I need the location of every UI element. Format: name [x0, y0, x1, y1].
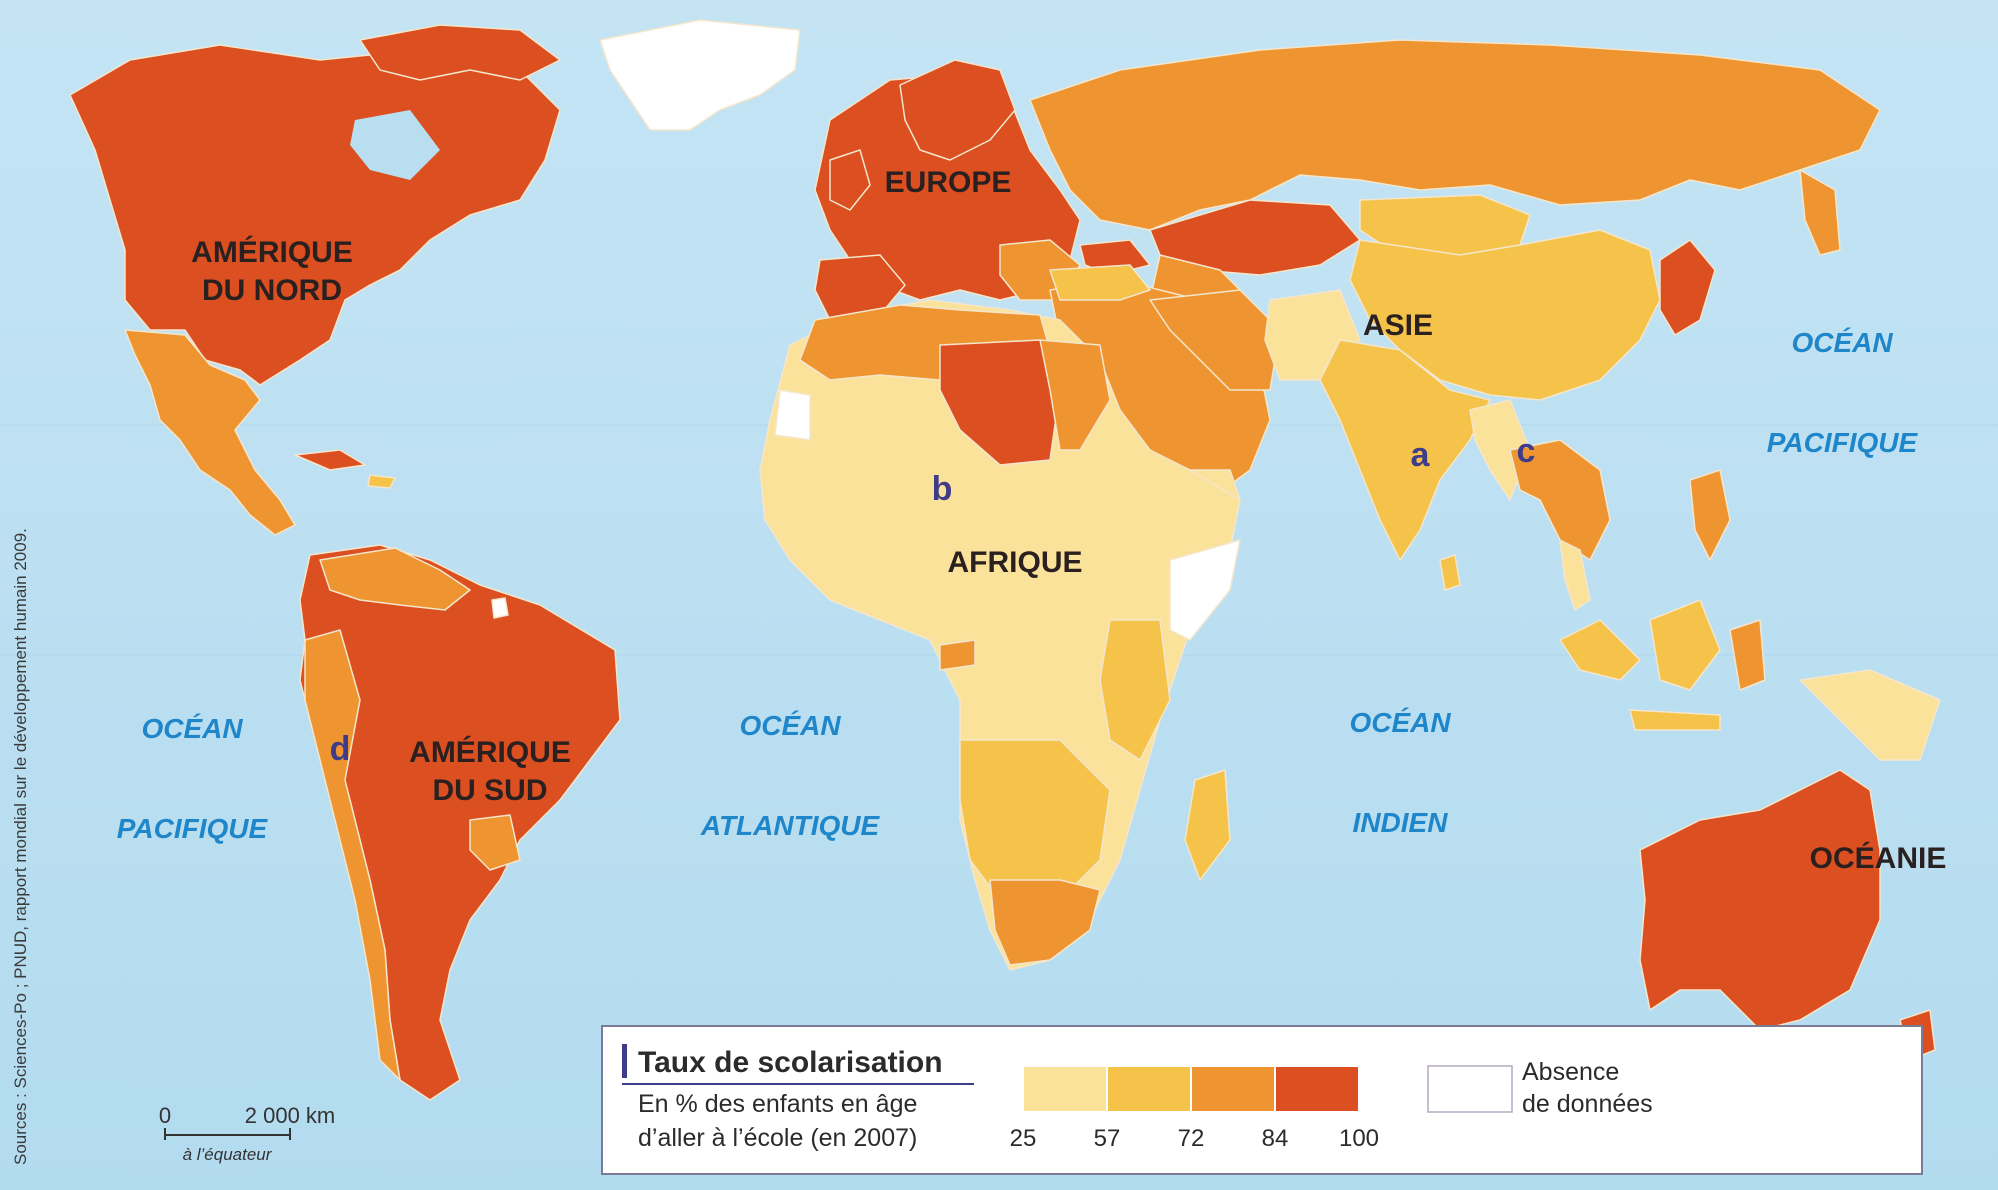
- andes-72-84: [304, 629, 401, 1081]
- legend-threshold-100: 100: [1339, 1125, 1379, 1152]
- label-europe: EUROPE: [885, 166, 1012, 199]
- legend-subtitle-2: d’aller à l’école (en 2007): [638, 1124, 917, 1152]
- mexico-central-america: [124, 329, 296, 536]
- marker-b: b: [932, 470, 953, 508]
- marker-d: d: [330, 730, 351, 768]
- label-atlantic-2: ATLANTIQUE: [700, 810, 881, 841]
- label-oceania: OCÉANIE: [1810, 841, 1947, 875]
- scale-bar: 0 2 000 km à l’équateur: [159, 1103, 335, 1164]
- label-asia: ASIE: [1363, 309, 1433, 342]
- sri-lanka: [1439, 554, 1461, 591]
- arctic-islands: [359, 24, 561, 81]
- legend-title: Taux de scolarisation: [638, 1046, 943, 1079]
- scale-note: à l’équateur: [183, 1145, 273, 1164]
- letter-markers: a b c d: [330, 432, 1536, 768]
- legend-threshold-84: 84: [1262, 1125, 1289, 1152]
- legend-threshold-25: 25: [1010, 1125, 1037, 1152]
- venezuela-guyana: [319, 547, 471, 611]
- legend-swatch-no-data: [1427, 1065, 1513, 1113]
- australia: [1639, 769, 1881, 1031]
- label-north-america-2: DU NORD: [202, 274, 342, 307]
- india: [1319, 339, 1491, 561]
- somalia-nodata: [1169, 539, 1241, 641]
- gabon: [939, 639, 976, 671]
- java: [1629, 709, 1721, 731]
- madagascar: [1184, 769, 1231, 881]
- ocean-labels: OCÉAN PACIFIQUE OCÉAN ATLANTIQUE OCÉAN I…: [117, 327, 1919, 844]
- label-south-america-1: AMÉRIQUE: [409, 735, 571, 769]
- kamchatka: [1799, 169, 1841, 256]
- scandinavia: [899, 59, 1016, 161]
- legend-swatch-25-57: [1022, 1065, 1108, 1113]
- paraguay: [469, 814, 521, 871]
- legend-threshold-72: 72: [1178, 1125, 1205, 1152]
- caribbean-2: [367, 474, 396, 489]
- east-africa-57-72: [1099, 619, 1171, 761]
- hudson-bay: [350, 110, 440, 180]
- region-labels: AMÉRIQUE DU NORD AMÉRIQUE DU SUD EUROPE …: [191, 166, 1946, 875]
- label-indian-1: OCÉAN: [1349, 707, 1451, 738]
- marker-a: a: [1411, 436, 1431, 474]
- landmasses: [69, 19, 1941, 1121]
- label-atlantic-1: OCÉAN: [739, 710, 841, 741]
- legend: Taux de scolarisation En % des enfants e…: [601, 1025, 1923, 1175]
- uk-ireland: [829, 149, 871, 211]
- label-south-america-2: DU SUD: [432, 774, 547, 807]
- legend-no-data-1: Absence: [1522, 1058, 1619, 1086]
- scale-distance: 2 000 km: [245, 1103, 336, 1128]
- marker-c: c: [1517, 432, 1536, 470]
- label-africa: AFRIQUE: [948, 546, 1083, 579]
- western-sahara-nodata: [774, 389, 811, 441]
- legend-swatch-72-84: [1190, 1065, 1276, 1113]
- borneo: [1649, 599, 1721, 691]
- label-pacific-east-2: PACIFIQUE: [1767, 427, 1919, 458]
- legend-swatch-84-100: [1274, 1065, 1360, 1113]
- legend-subtitle-1: En % des enfants en âge: [638, 1090, 917, 1118]
- scale-zero: 0: [159, 1103, 171, 1128]
- china: [1349, 229, 1661, 401]
- iran: [1149, 289, 1281, 391]
- greenland: [599, 19, 801, 131]
- sulawesi: [1729, 619, 1766, 691]
- papua: [1799, 669, 1941, 761]
- label-north-america-1: AMÉRIQUE: [191, 235, 353, 269]
- label-pacific-east-1: OCÉAN: [1791, 327, 1893, 358]
- legend-threshold-57: 57: [1094, 1125, 1121, 1152]
- label-indian-2: INDIEN: [1353, 807, 1449, 838]
- legend-title-marker: [622, 1044, 627, 1078]
- egypt: [1039, 339, 1111, 451]
- legend-no-data-2: de données: [1522, 1090, 1653, 1118]
- bangladesh-myanmar: [1469, 399, 1531, 501]
- french-guiana-nodata: [491, 597, 509, 619]
- legend-swatch-57-72: [1106, 1065, 1192, 1113]
- japan: [1659, 239, 1716, 336]
- source-note: Sources : Sciences-Po ; PNUD, rapport mo…: [11, 528, 30, 1165]
- malay-peninsula: [1559, 539, 1591, 611]
- south-africa: [989, 879, 1101, 966]
- sumatra: [1559, 619, 1641, 681]
- mainland-se-asia: [1509, 439, 1611, 561]
- label-pacific-west-2: PACIFIQUE: [117, 813, 269, 844]
- turkey: [1049, 264, 1151, 301]
- caribbean: [294, 449, 366, 471]
- philippines: [1689, 469, 1731, 561]
- label-pacific-west-1: OCÉAN: [141, 713, 243, 744]
